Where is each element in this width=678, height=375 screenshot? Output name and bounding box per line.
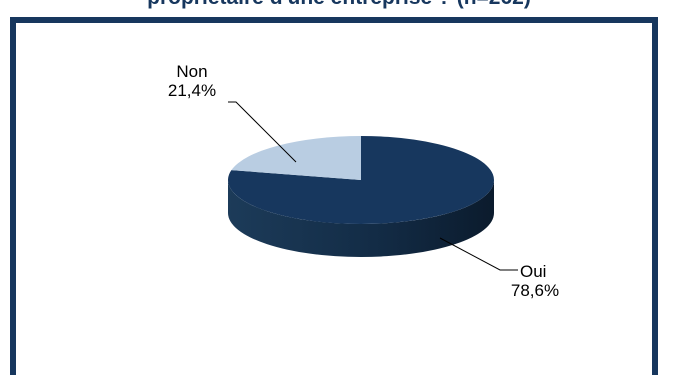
slice-name-oui: Oui [520,262,547,281]
pie-slice-non [231,136,361,180]
leader-line-oui [439,237,518,271]
pie-slice-oui [227,136,494,224]
slice-value-oui: 78,6% [510,281,560,300]
leader-line-non [228,101,297,163]
chart-frame [10,17,658,375]
chart-title: propriétaire d'une entreprise ? (n=262) [0,0,678,10]
slice-label-non: Non 21,4% [152,62,232,100]
slice-label-oui: Oui 78,6% [490,262,580,300]
slice-name-non: Non [176,62,208,81]
pie-side-wall [228,180,494,257]
slice-value-non: 21,4% [167,81,217,100]
